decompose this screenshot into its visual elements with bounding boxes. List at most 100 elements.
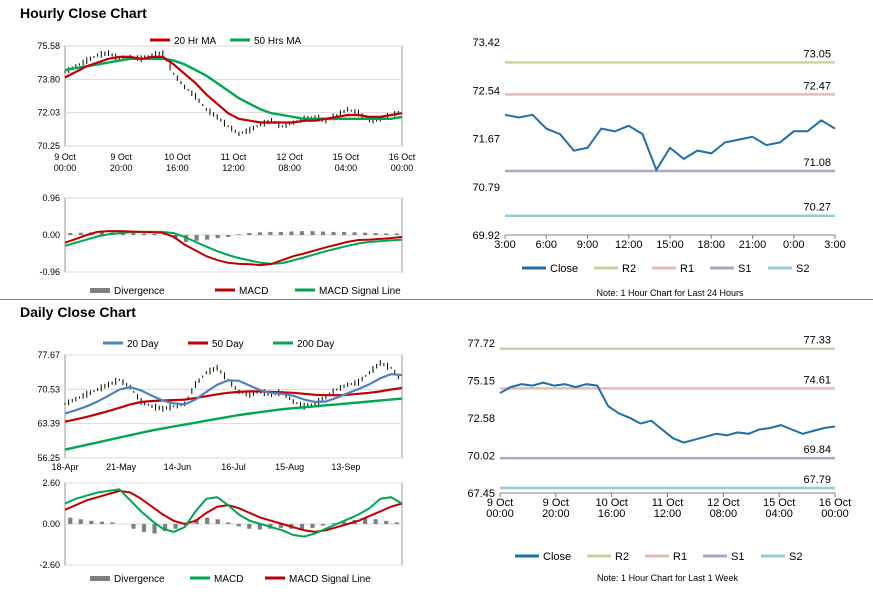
weekly-levels-ytick-label: 70.02 bbox=[467, 451, 495, 463]
hourly-levels-xtick-label: 12:00 bbox=[615, 239, 643, 251]
hourly-macd-divergence-bar bbox=[226, 235, 231, 237]
daily-price-ma20-line bbox=[64, 372, 403, 415]
hourly-macd-divergence-bar bbox=[120, 232, 126, 235]
weekly-levels-legend-label: S1 bbox=[731, 551, 744, 563]
hourly-macd-divergence-bar bbox=[205, 235, 210, 240]
daily-macd-divergence-bar bbox=[320, 524, 326, 526]
daily-section-title: Daily Close Chart bbox=[20, 304, 136, 320]
weekly-levels-level-r1-label: 74.61 bbox=[803, 374, 831, 386]
hourly-price-xtick-label: 9 Oct 00:00 bbox=[54, 152, 77, 173]
hourly-macd-signal-line bbox=[64, 230, 403, 265]
daily-price-ytick-label: 63.39 bbox=[37, 419, 60, 429]
hourly-levels-ytick-label: 69.92 bbox=[472, 230, 500, 242]
hourly-levels-xtick-label: 3:00 bbox=[824, 239, 845, 251]
daily-price-ytick-label: 70.53 bbox=[37, 384, 60, 394]
weekly-levels-close-line bbox=[499, 381, 836, 444]
hourly-macd-divergence-bar bbox=[394, 233, 399, 235]
weekly-levels-level-s1-label: 69.84 bbox=[803, 444, 831, 456]
daily-macd-divergence-bar bbox=[278, 524, 283, 528]
daily-macd-signal-line bbox=[64, 489, 403, 533]
hourly-levels-level-s1-label: 71.08 bbox=[803, 157, 831, 169]
hourly-levels-xtick-label: 6:00 bbox=[536, 239, 557, 251]
hourly-price-xtick-label: 9 Oct 20:00 bbox=[110, 152, 133, 173]
weekly-levels-ytick-label: 67.45 bbox=[467, 488, 495, 500]
hourly-macd-divergence-bar bbox=[78, 232, 83, 235]
daily-macd-legend-label: Divergence bbox=[114, 574, 165, 585]
weekly-levels-legend-label: S2 bbox=[789, 551, 802, 563]
daily-price-xtick-label: 15-Aug bbox=[275, 462, 304, 472]
daily-macd-divergence-bar bbox=[394, 522, 399, 524]
daily-macd-macd-line bbox=[64, 488, 403, 538]
daily-macd-divergence-bar bbox=[331, 523, 336, 524]
hourly-levels-legend-label: R2 bbox=[622, 263, 636, 275]
daily-macd-legend-swatch bbox=[90, 576, 110, 581]
weekly-levels-xtick-label: 16 Oct 00:00 bbox=[819, 497, 851, 520]
hourly-levels-xtick-label: 9:00 bbox=[577, 239, 598, 251]
hourly-macd-divergence-bar bbox=[257, 232, 262, 235]
hourly-macd-divergence-bar bbox=[173, 235, 178, 239]
daily-macd-divergence-bar bbox=[236, 524, 241, 527]
hourly-price-xtick-label: 11 Oct 12:00 bbox=[221, 152, 247, 173]
daily-macd-divergence-bar bbox=[226, 522, 231, 524]
hourly-price-ytick-label: 73.80 bbox=[37, 74, 60, 84]
hourly-macd-divergence-bar bbox=[278, 231, 283, 235]
daily-price-xtick-label: 14-Jun bbox=[164, 462, 192, 472]
daily-macd-divergence-bar bbox=[194, 519, 199, 524]
hourly-macd-divergence-bar bbox=[320, 231, 326, 235]
daily-macd-divergence-bar bbox=[99, 521, 104, 524]
daily-macd-divergence-bar bbox=[384, 520, 389, 524]
daily-macd-divergence-bar bbox=[363, 518, 368, 524]
hourly-macd-legend-label: MACD Signal Line bbox=[319, 286, 401, 297]
weekly-levels-xtick-label: 9 Oct 20:00 bbox=[542, 497, 570, 520]
daily-macd-legend-label: MACD bbox=[214, 574, 243, 585]
hourly-price-xtick-label: 10 Oct 16:00 bbox=[164, 152, 191, 173]
hourly-levels-xtick-label: 18:00 bbox=[697, 239, 725, 251]
weekly-levels-legend-label: R2 bbox=[615, 551, 629, 563]
weekly-levels-xtick-label: 12 Oct 08:00 bbox=[707, 497, 739, 520]
daily-macd-divergence-bar bbox=[173, 524, 178, 529]
daily-price-ytick-label: 56.25 bbox=[37, 453, 60, 463]
daily-macd-divergence-bar bbox=[247, 524, 252, 529]
daily-macd-divergence-bar bbox=[162, 524, 168, 532]
hourly-macd-divergence-bar bbox=[341, 231, 347, 235]
hourly-macd-divergence-bar bbox=[194, 235, 199, 241]
daily-macd-ytick-label: -2.60 bbox=[39, 560, 60, 570]
hourly-macd-ytick-label: -0.96 bbox=[39, 267, 60, 277]
hourly-levels-legend-label: Close bbox=[550, 263, 578, 275]
hourly-price-xtick-label: 16 Oct 00:00 bbox=[389, 152, 416, 173]
hourly-levels-close-line bbox=[504, 113, 836, 173]
hourly-price-xtick-label: 12 Oct 08:00 bbox=[276, 152, 303, 173]
hourly-levels-ytick-label: 73.42 bbox=[472, 37, 500, 49]
hourly-levels-xtick-label: 15:00 bbox=[656, 239, 684, 251]
weekly-levels-xtick-label: 9 Oct 00:00 bbox=[486, 497, 514, 520]
hourly-levels-legend-label: S2 bbox=[796, 263, 809, 275]
hourly-macd-legend-label: MACD bbox=[239, 286, 268, 297]
weekly-levels-xtick-label: 15 Oct 04:00 bbox=[763, 497, 795, 520]
hourly-macd-divergence-bar bbox=[352, 232, 357, 235]
hourly-levels-level-r2-label: 73.05 bbox=[803, 48, 831, 60]
daily-price-ma200-line bbox=[64, 397, 403, 451]
hourly-macd-divergence-bar bbox=[373, 233, 378, 235]
hourly-macd-divergence-bar bbox=[141, 233, 147, 235]
hourly-price-legend-label: 50 Hrs MA bbox=[254, 36, 302, 47]
hourly-macd-divergence-bar bbox=[331, 231, 336, 235]
hourly-levels-xtick-label: 21:00 bbox=[739, 239, 767, 251]
hourly-macd-divergence-bar bbox=[247, 233, 252, 235]
hourly-price-xtick-label: 15 Oct 04:00 bbox=[333, 152, 360, 173]
hourly-price-ytick-label: 72.03 bbox=[37, 108, 60, 118]
hourly-macd-divergence-bar bbox=[299, 231, 305, 235]
hourly-macd-divergence-bar bbox=[236, 234, 241, 235]
hourly-macd-divergence-bar bbox=[310, 231, 315, 235]
hourly-macd-divergence-bar bbox=[152, 233, 157, 235]
hourly-macd-ytick-label: 0.96 bbox=[42, 193, 60, 203]
daily-macd-divergence-bar bbox=[68, 517, 73, 524]
hourly-section-title: Hourly Close Chart bbox=[20, 5, 147, 21]
section-divider bbox=[0, 299, 873, 300]
hourly-macd-divergence-bar bbox=[99, 231, 104, 235]
daily-macd-divergence-bar bbox=[373, 519, 378, 524]
daily-macd-divergence-bar bbox=[299, 524, 305, 530]
hourly-levels-ytick-label: 72.54 bbox=[472, 85, 500, 97]
weekly-levels-ytick-label: 72.58 bbox=[467, 413, 495, 425]
daily-macd-ytick-label: 0.00 bbox=[42, 519, 60, 529]
hourly-price-ma20-line bbox=[64, 55, 403, 124]
